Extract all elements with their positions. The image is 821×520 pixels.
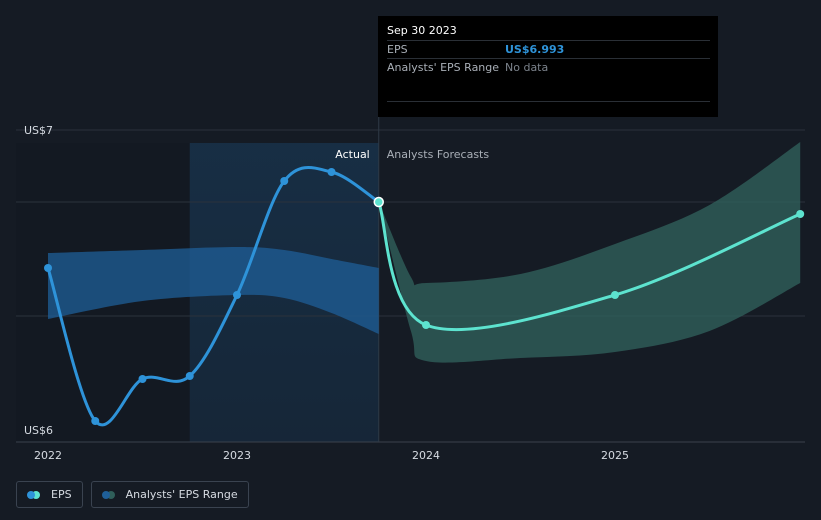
range-band-actual — [48, 247, 379, 334]
x-tick-label-3: 2025 — [601, 449, 629, 462]
legend-range-toggle[interactable]: Analysts' EPS Range — [90, 481, 249, 508]
eps-point-actual-2[interactable] — [138, 375, 147, 383]
tooltip-date: Sep 30 2023 — [387, 24, 457, 37]
eps-line-forecast — [377, 200, 802, 332]
eps-point-actual-4[interactable] — [233, 291, 241, 299]
eps-point-actual-3[interactable] — [185, 372, 194, 380]
legend-eps-label: EPS — [51, 488, 72, 501]
x-tick-label-1: 2023 — [223, 449, 251, 462]
tooltip-eps-label: EPS — [387, 43, 408, 56]
eps-range-bands — [48, 142, 801, 363]
legend-range-label: Analysts' EPS Range — [125, 488, 238, 501]
range-legend-icon — [101, 490, 118, 499]
x-tick-label-0: 2022 — [34, 449, 62, 462]
tooltip-range-row: Analysts' EPS Range No data — [387, 58, 710, 76]
section-actual-label: Actual — [335, 148, 369, 161]
axis-labels: US$7 US$6 2022 2023 2024 2025 — [24, 124, 629, 462]
eps-point-forecast-3[interactable] — [796, 210, 805, 218]
section-forecast-label: Analysts Forecasts — [387, 148, 490, 161]
eps-point-actual-6[interactable] — [327, 168, 336, 176]
eps-point-actual-0[interactable] — [44, 264, 52, 272]
eps-point-actual-5[interactable] — [280, 177, 289, 185]
range-band-forecast — [378, 142, 801, 363]
legend-eps-toggle[interactable]: EPS — [16, 481, 83, 508]
tooltip-eps-row: EPS US$6.993 — [387, 40, 710, 58]
eps-point-forecast-1[interactable] — [422, 321, 430, 329]
tooltip-range-label: Analysts' EPS Range — [387, 61, 500, 74]
eps-points — [44, 168, 805, 425]
y-tick-label-0: US$7 — [24, 124, 53, 137]
y-tick-label-1: US$6 — [24, 424, 53, 437]
eps-point-actual-1[interactable] — [91, 417, 100, 425]
eps-legend-icon — [27, 490, 43, 499]
chart-legend: EPS Analysts' EPS Range — [16, 481, 249, 508]
eps-point-hovered[interactable] — [373, 196, 384, 208]
tooltip-divider — [387, 101, 710, 102]
eps-point-forecast-2[interactable] — [611, 291, 619, 299]
x-tick-label-2: 2024 — [412, 449, 440, 462]
tooltip-range-value: No data — [505, 61, 549, 74]
data-tooltip: Sep 30 2023 EPS US$6.993 Analysts' EPS R… — [378, 16, 718, 117]
tooltip-eps-value: US$6.993 — [505, 43, 565, 56]
